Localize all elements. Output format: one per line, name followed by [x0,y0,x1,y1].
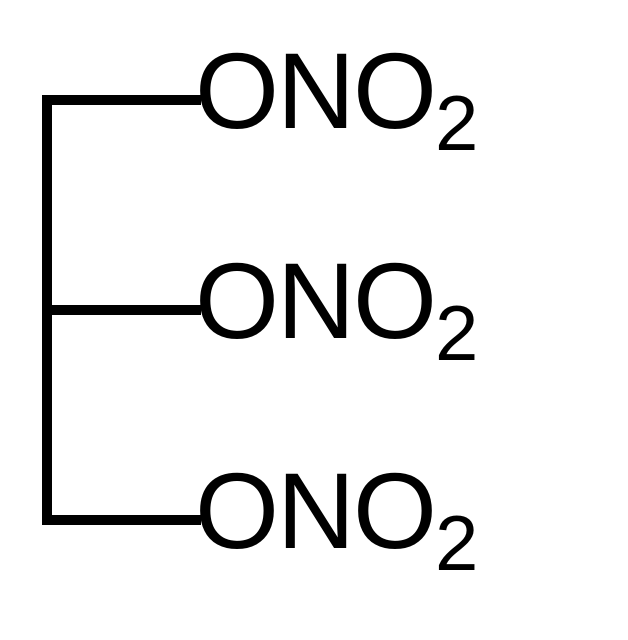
label-sub: 2 [435,499,476,587]
label-main: ONO [195,240,435,361]
label-main: ONO [195,450,435,571]
label-sub: 2 [435,289,476,377]
chemical-diagram: ONO2 ONO2 ONO2 [0,0,628,640]
nitrate-group-top: ONO2 [195,28,476,153]
nitrate-group-bottom: ONO2 [195,448,476,573]
nitrate-group-middle: ONO2 [195,238,476,363]
label-sub: 2 [435,79,476,167]
label-main: ONO [195,30,435,151]
